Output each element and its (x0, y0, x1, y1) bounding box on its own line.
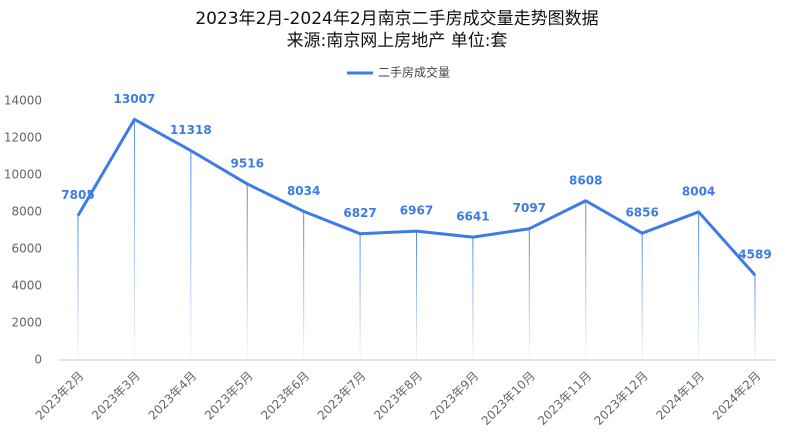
drop-line (754, 275, 756, 360)
value-label: 8608 (569, 173, 602, 187)
drop-line (359, 233, 361, 360)
value-label: 6856 (625, 206, 658, 220)
drop-line (528, 228, 530, 360)
value-label: 7805 (61, 188, 94, 202)
x-tick-label: 2023年4月 (146, 369, 200, 423)
value-label: 6827 (343, 206, 376, 220)
drop-line (698, 211, 700, 360)
value-label: 8034 (287, 184, 320, 198)
drop-line (585, 200, 587, 360)
value-label: 4589 (738, 248, 771, 262)
x-tick-label: 2023年7月 (315, 369, 369, 423)
chart-subtitle: 来源:南京网上房地产 单位:套 (287, 31, 508, 51)
value-label: 7097 (513, 201, 546, 215)
y-tick-label: 8000 (11, 205, 42, 219)
x-tick-label: 2023年11月 (535, 369, 594, 428)
x-tick-label: 2023年6月 (258, 369, 312, 423)
x-tick-label: 2024年2月 (710, 369, 764, 423)
legend-label: 二手房成交量 (378, 65, 450, 80)
x-tick-label: 2023年12月 (591, 369, 650, 428)
y-tick-label: 0 (34, 353, 42, 367)
value-label: 6641 (456, 210, 489, 224)
drop-line (641, 233, 643, 360)
x-tick-label: 2023年2月 (33, 369, 87, 423)
y-tick-label: 10000 (4, 168, 42, 182)
y-tick-label: 2000 (11, 316, 42, 330)
line (76, 117, 757, 277)
y-tick-label: 6000 (11, 242, 42, 256)
x-tick-label: 2024年1月 (653, 369, 707, 423)
x-tick-label: 2023年5月 (202, 369, 256, 423)
x-tick-label: 2023年10月 (479, 369, 538, 428)
y-tick-label: 14000 (4, 94, 42, 108)
value-label: 8004 (682, 184, 715, 198)
value-label: 6967 (400, 204, 433, 218)
drop-line (246, 183, 248, 360)
drop-line (472, 237, 474, 360)
y-tick-label: 4000 (11, 279, 42, 293)
x-tick-label: 2023年9月 (428, 369, 482, 423)
drop-line (303, 211, 305, 360)
y-tick-label: 12000 (4, 131, 42, 145)
x-tick-label: 2023年3月 (89, 369, 143, 423)
drop-line (416, 231, 417, 360)
value-label: 9516 (231, 156, 264, 170)
chart-title: 2023年2月-2024年2月南京二手房成交量走势图数据 (195, 9, 598, 29)
x-tick-label: 2023年8月 (371, 369, 425, 423)
value-label: 13007 (114, 92, 156, 106)
value-label: 11318 (170, 123, 212, 137)
drop-line (190, 150, 192, 360)
drop-line (133, 119, 135, 360)
drop-line (77, 215, 79, 360)
